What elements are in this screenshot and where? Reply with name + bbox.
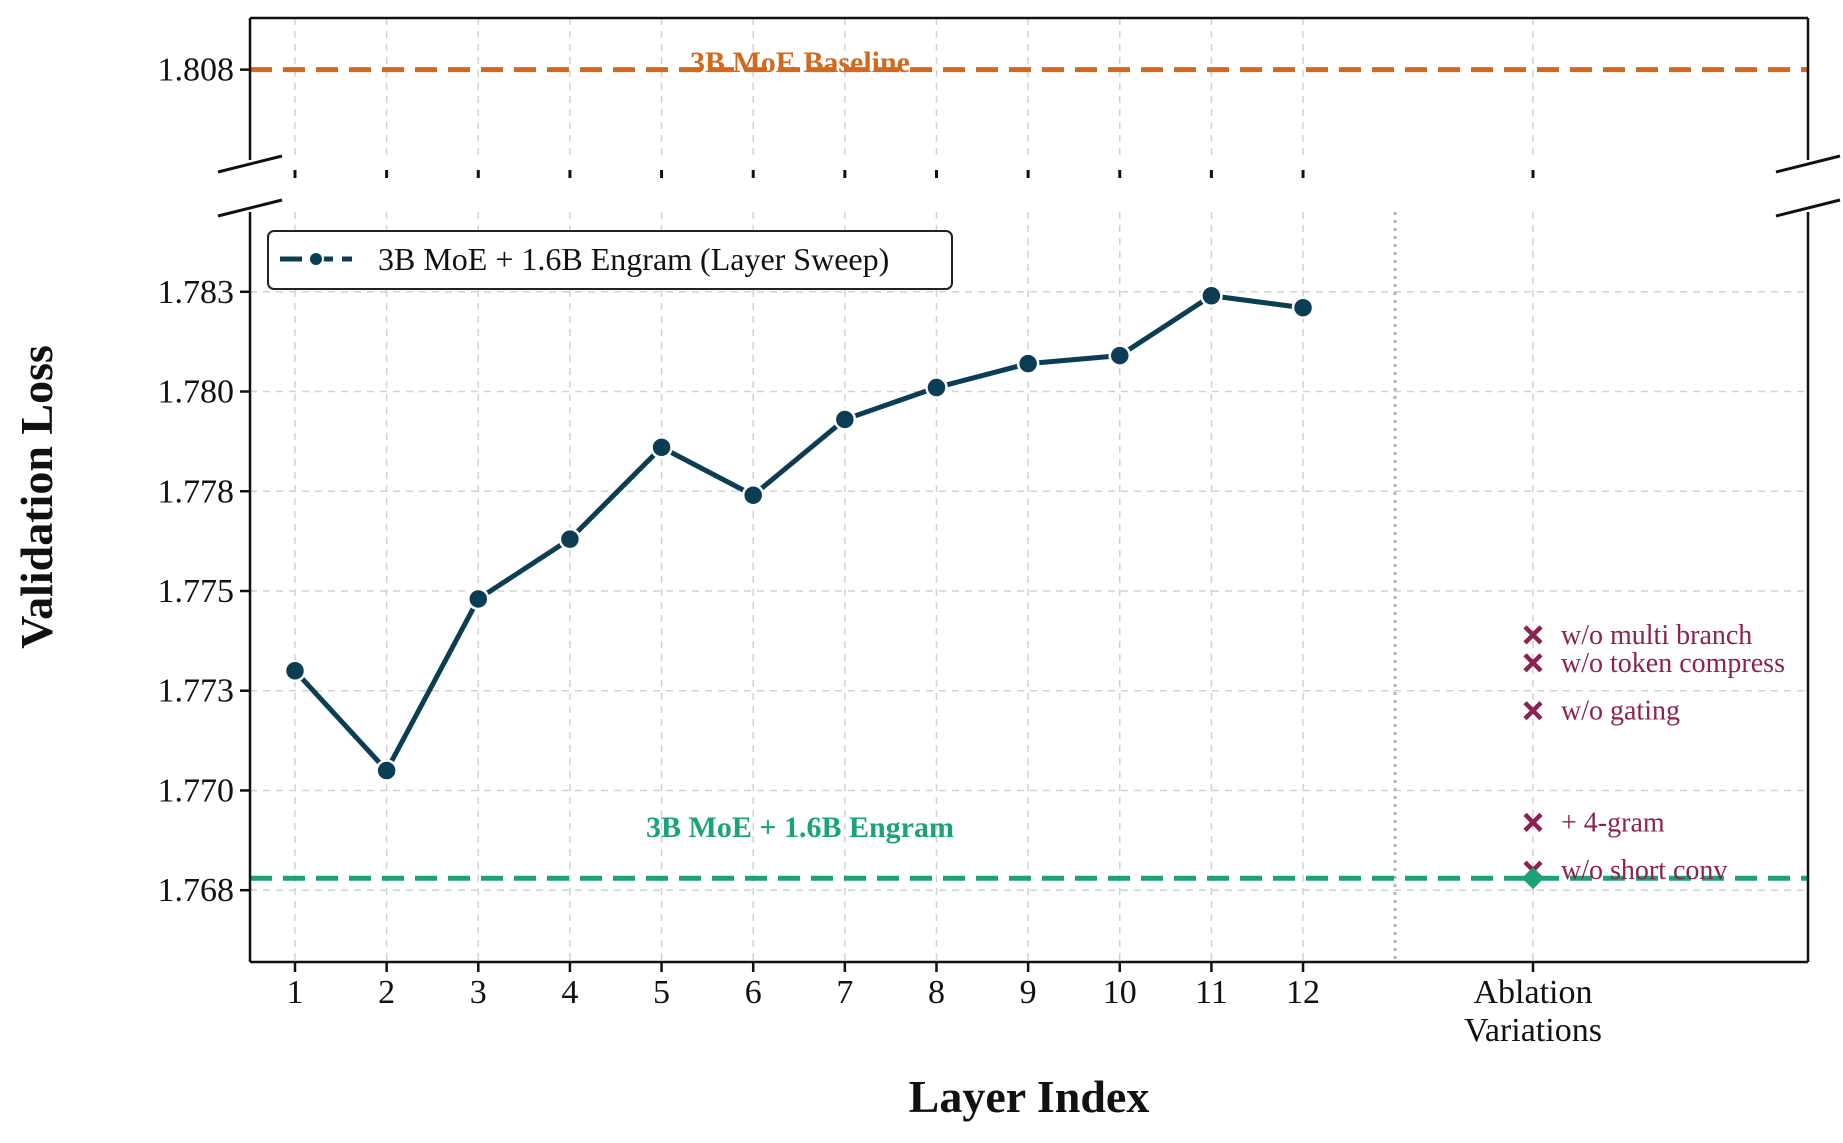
x-tick-label: 6	[745, 974, 762, 1011]
x-axis-title: Layer Index	[909, 1071, 1150, 1122]
data-point	[650, 436, 673, 459]
legend-box	[267, 230, 953, 290]
data-point	[1016, 352, 1040, 375]
data-point	[375, 759, 398, 782]
y-tick-label: 1.770	[158, 772, 235, 809]
legend: 3B MoE + 1.6B Engram (Layer Sweep)	[267, 230, 953, 290]
x-tick-label: 9	[1020, 974, 1037, 1011]
y-tick-label: 1.808	[158, 52, 235, 89]
ablation-marker	[1523, 653, 1543, 673]
ablation-label: w/o short conv	[1561, 855, 1727, 886]
x-tick-label: 10	[1103, 974, 1137, 1011]
y-tick-label: 1.773	[158, 673, 235, 710]
series	[283, 284, 1315, 782]
y-axis-title: Validation Loss	[11, 345, 62, 649]
ablation-label: w/o multi branch	[1561, 620, 1752, 651]
data-point	[467, 587, 490, 611]
data-point	[1291, 296, 1315, 319]
x-tick-label: 12	[1286, 974, 1320, 1011]
y-axis: 1.808 1.783 1.780 1.778 1.775 1.773 1.770 1.768	[158, 52, 250, 909]
grid	[250, 18, 1808, 962]
x-tick-label: 8	[928, 974, 945, 1011]
axis-break-mark	[217, 154, 283, 174]
data-point	[925, 376, 948, 399]
baseline-label: 3B MoE Baseline	[690, 46, 910, 79]
data-point	[558, 527, 582, 551]
data-point	[741, 483, 765, 507]
legend-marker	[308, 251, 324, 267]
y-tick-label: 1.780	[158, 374, 235, 411]
x-tick-label: Ablation	[1474, 974, 1593, 1011]
ablation-label: w/o gating	[1561, 696, 1680, 727]
x-tick-label: 2	[378, 974, 395, 1011]
x-tick-label: Variations	[1464, 1012, 1602, 1049]
y-tick-label: 1.768	[158, 872, 235, 909]
axis-break-mark	[1775, 154, 1841, 174]
ablation-label: + 4-gram	[1561, 807, 1665, 838]
data-point	[1200, 284, 1223, 308]
axis-break-mark	[217, 198, 283, 218]
series-line	[293, 293, 1304, 774]
ablation-marker	[1523, 701, 1543, 721]
x-tick-label: 7	[836, 974, 853, 1011]
x-tick-label: 11	[1195, 974, 1228, 1011]
ablation-label: w/o token compress	[1561, 648, 1785, 679]
x-tick-label: 3	[470, 974, 487, 1011]
y-tick-label: 1.783	[158, 274, 235, 311]
engram-reference-diamond	[1522, 867, 1544, 890]
axis-break-mark	[1775, 198, 1841, 218]
y-tick-label: 1.775	[158, 573, 235, 610]
data-point	[833, 408, 857, 431]
y-tick-label: 1.778	[158, 473, 235, 510]
data-point	[1108, 344, 1132, 367]
legend-label: 3B MoE + 1.6B Engram (Layer Sweep)	[378, 241, 889, 277]
x-tick-label: 1	[287, 974, 304, 1011]
ablation-marker	[1523, 625, 1543, 645]
x-tick-label: 4	[561, 974, 578, 1011]
data-point	[283, 659, 307, 683]
x-tick-label: 5	[653, 974, 670, 1011]
reference-lines: 3B MoE Baseline 3B MoE + 1.6B Engram	[250, 46, 1808, 881]
engram-label: 3B MoE + 1.6B Engram	[646, 811, 954, 844]
ablation-marker	[1523, 812, 1543, 832]
